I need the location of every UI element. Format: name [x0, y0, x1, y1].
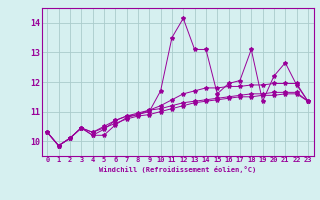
X-axis label: Windchill (Refroidissement éolien,°C): Windchill (Refroidissement éolien,°C) [99, 166, 256, 173]
